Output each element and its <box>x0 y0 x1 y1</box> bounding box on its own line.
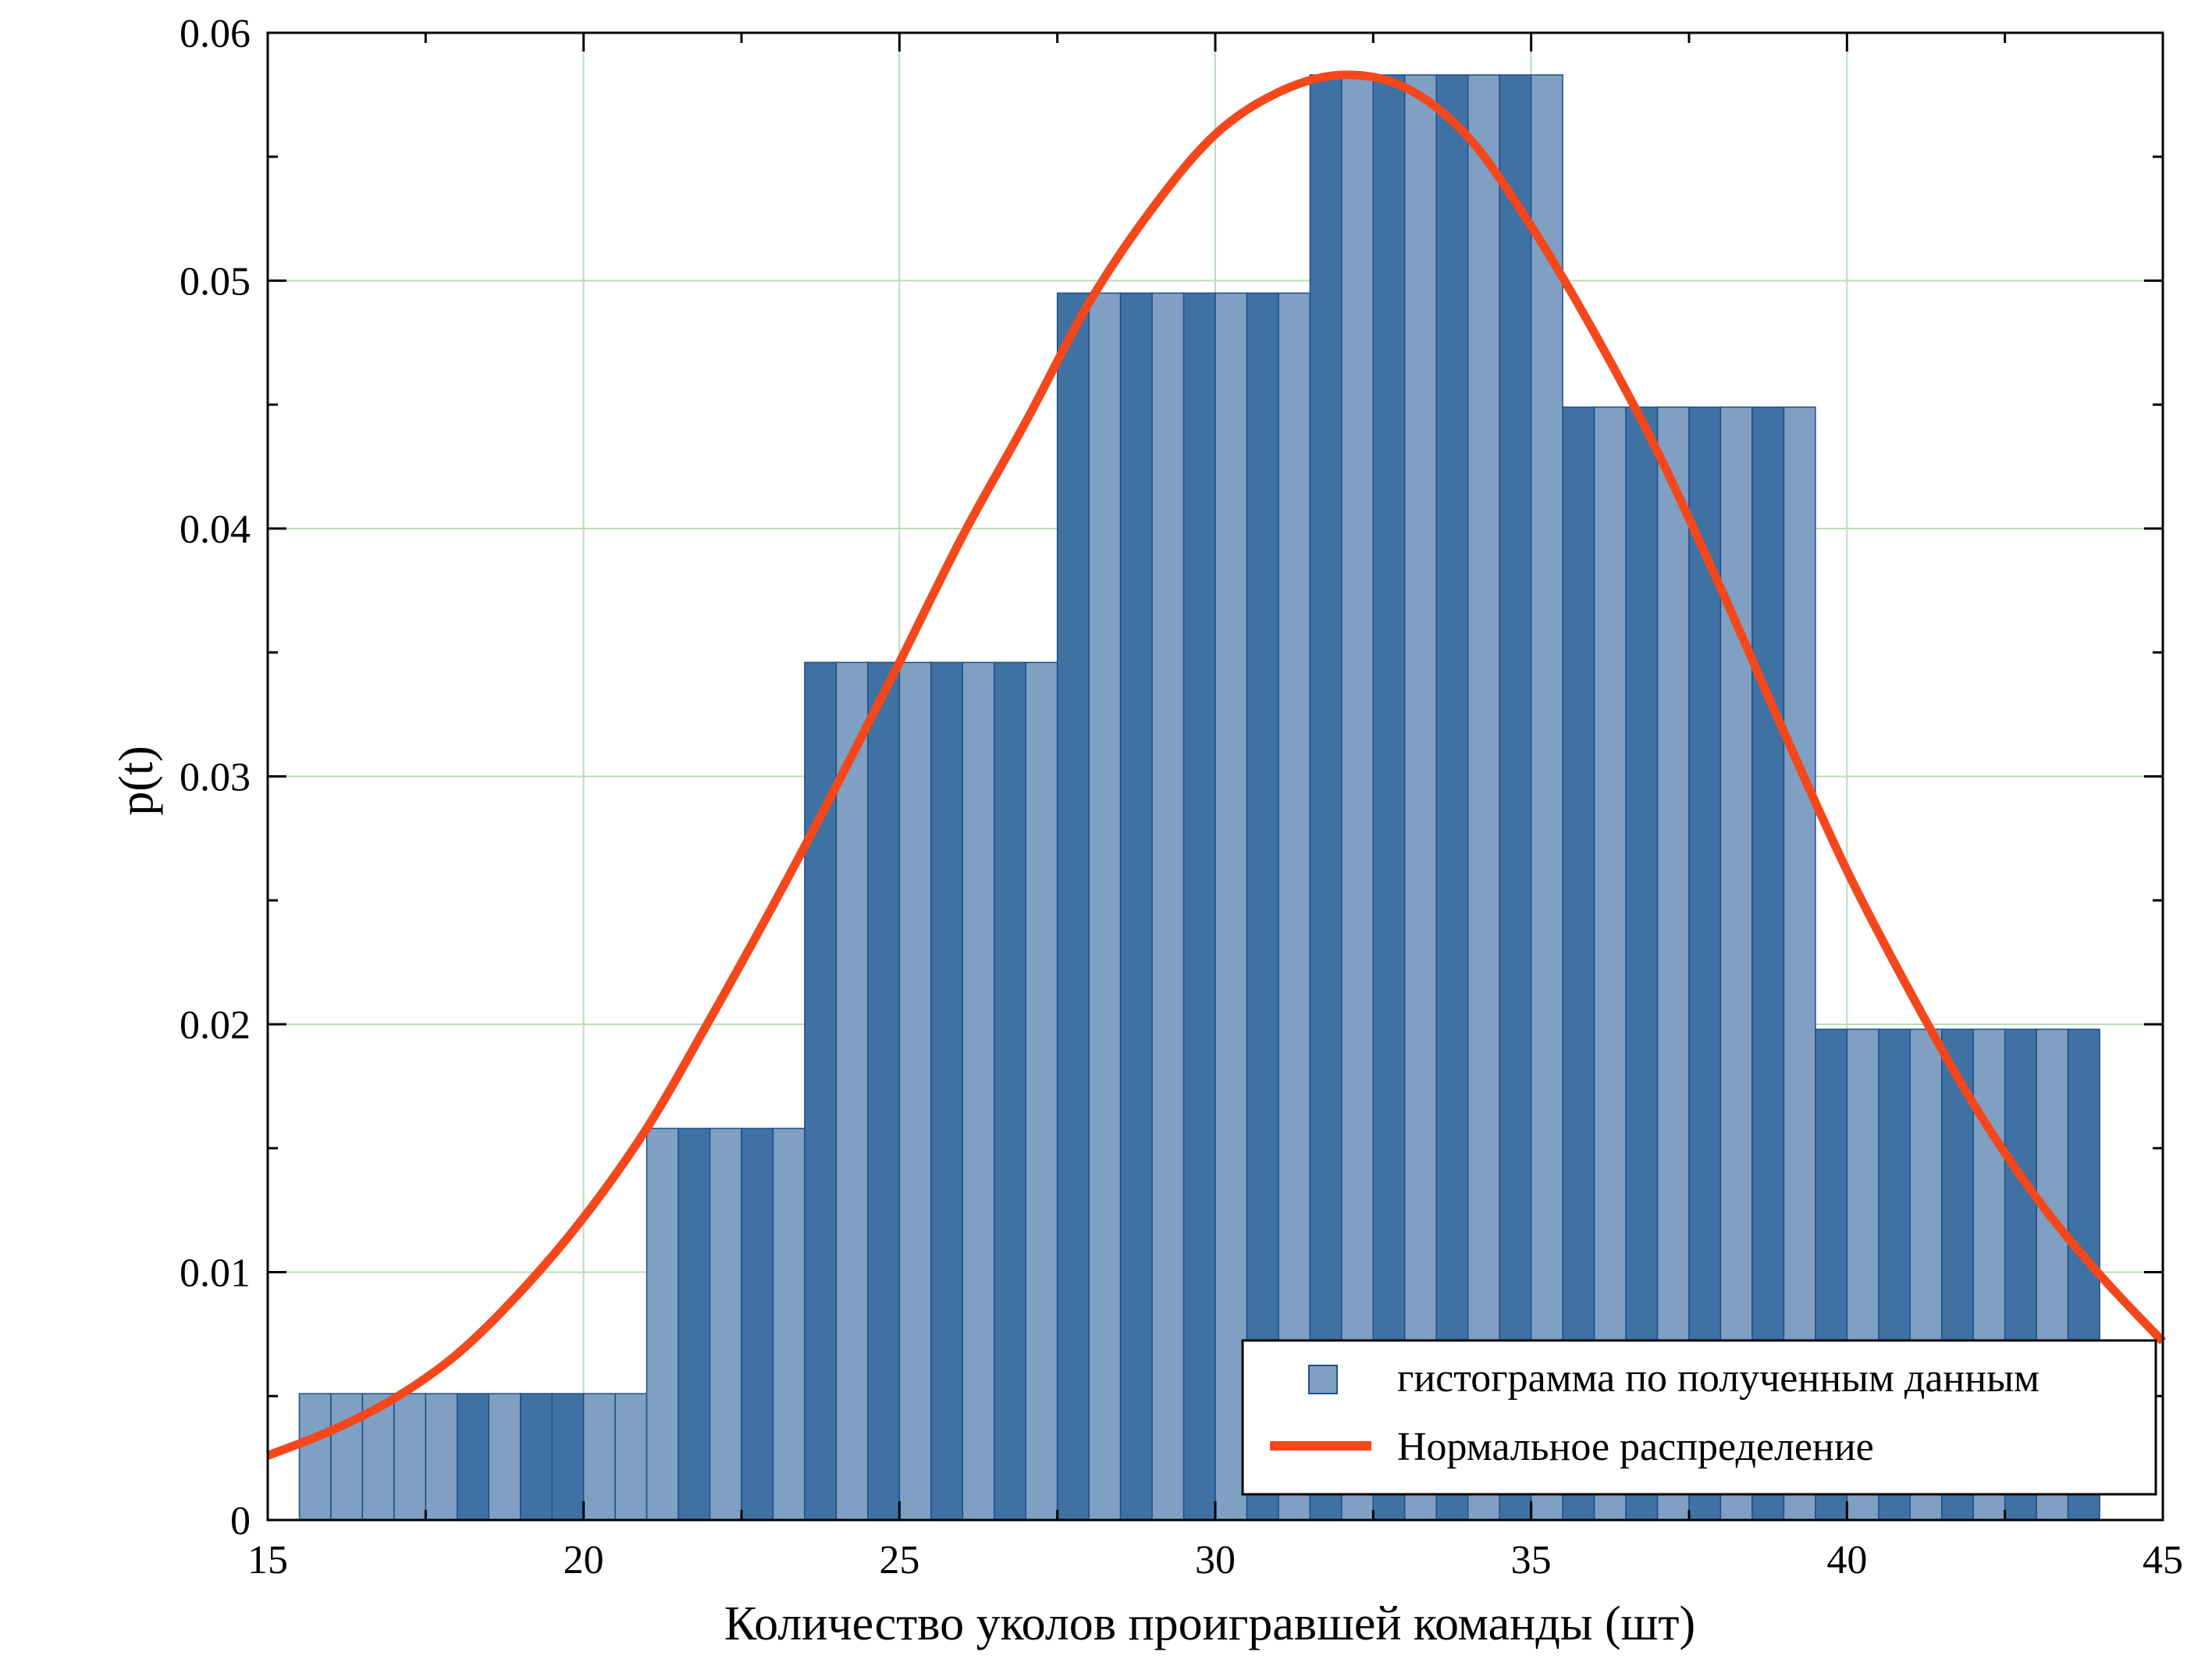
histogram-bar <box>1593 406 1627 1521</box>
histogram-bar <box>1151 292 1185 1521</box>
x-axis-title: Количество уколов проигравшей команды (ш… <box>724 1597 1695 1650</box>
histogram-bar <box>1688 406 1722 1521</box>
histogram-bar <box>298 1393 332 1521</box>
histogram-bar <box>393 1393 427 1521</box>
histogram-bars <box>298 74 2100 1521</box>
histogram-bar <box>867 661 901 1521</box>
histogram-bar <box>1278 292 1311 1521</box>
histogram-bar <box>582 1393 616 1521</box>
histogram-bar <box>457 1393 490 1521</box>
histogram-bar <box>1025 661 1058 1521</box>
histogram-bar <box>488 1393 521 1521</box>
y-tick-label: 0.06 <box>180 12 251 56</box>
histogram-bar <box>1088 292 1122 1521</box>
histogram-bar <box>835 661 869 1521</box>
legend-swatch-histogram <box>1308 1365 1338 1394</box>
x-tick-label: 15 <box>247 1538 288 1582</box>
histogram-bar <box>709 1127 742 1521</box>
histogram-bar <box>425 1393 458 1521</box>
histogram-bar <box>1246 292 1279 1521</box>
y-tick-label: 0.03 <box>180 756 251 800</box>
y-axis-title: p(t) <box>110 746 163 816</box>
histogram-bar <box>1309 74 1342 1521</box>
normal-distribution-curve <box>265 70 2166 1460</box>
x-tick-label: 45 <box>2143 1538 2183 1582</box>
x-tick-label: 35 <box>1511 1538 1552 1582</box>
histogram-bar <box>330 1393 364 1521</box>
y-tick-label: 0.04 <box>180 507 251 552</box>
x-tick-label: 40 <box>1826 1538 1867 1582</box>
legend-label-histogram: гистограмма по полученным данным <box>1397 1356 2040 1401</box>
y-tick-label: 0 <box>230 1499 251 1543</box>
y-tick-labels: 0 0.01 0.02 0.03 0.04 0.05 0.06 <box>180 12 251 1543</box>
legend-label-normal-curve: Нормальное распределение <box>1397 1425 1874 1469</box>
histogram-bar <box>1783 406 1816 1521</box>
histogram-bar <box>645 1127 679 1521</box>
histogram-bar <box>1656 406 1690 1521</box>
histogram-bar <box>993 661 1026 1521</box>
histogram-bar <box>677 1127 711 1521</box>
histogram-bar <box>1467 74 1500 1521</box>
histogram-bar <box>1372 74 1406 1521</box>
histogram-bar <box>1056 292 1090 1521</box>
histogram-bar <box>1435 74 1469 1521</box>
histogram-bar <box>551 1393 585 1521</box>
histogram-bar <box>519 1393 553 1521</box>
x-tick-label: 25 <box>879 1538 919 1582</box>
histogram-bar <box>1625 406 1659 1521</box>
legend: гистограмма по полученным данным Нормаль… <box>1241 1339 2157 1496</box>
histogram-bar <box>898 661 932 1521</box>
histogram-bar <box>1751 406 1785 1521</box>
histogram-bar <box>1214 292 1248 1521</box>
histogram-bar <box>1530 74 1563 1521</box>
y-tick-label: 0.05 <box>180 260 251 304</box>
y-tick-label: 0.01 <box>180 1251 251 1296</box>
histogram-bar <box>1341 74 1374 1521</box>
histogram-bar <box>962 661 995 1521</box>
axis-ticks <box>266 31 2164 1522</box>
x-tick-labels: 15 20 25 30 35 40 45 <box>247 1538 2183 1582</box>
histogram-bar <box>1499 74 1532 1521</box>
histogram-bar <box>1182 292 1216 1521</box>
x-tick-label: 30 <box>1195 1538 1236 1582</box>
histogram-bar <box>772 1127 805 1521</box>
histogram-bar <box>1404 74 1438 1521</box>
histogram-bar <box>741 1127 774 1521</box>
legend-box <box>1241 1339 2157 1496</box>
y-tick-label: 0.02 <box>180 1003 251 1048</box>
histogram-bar <box>1119 292 1153 1521</box>
histogram-bar <box>614 1393 648 1521</box>
histogram-bar <box>930 661 964 1521</box>
x-tick-label: 20 <box>564 1538 604 1582</box>
